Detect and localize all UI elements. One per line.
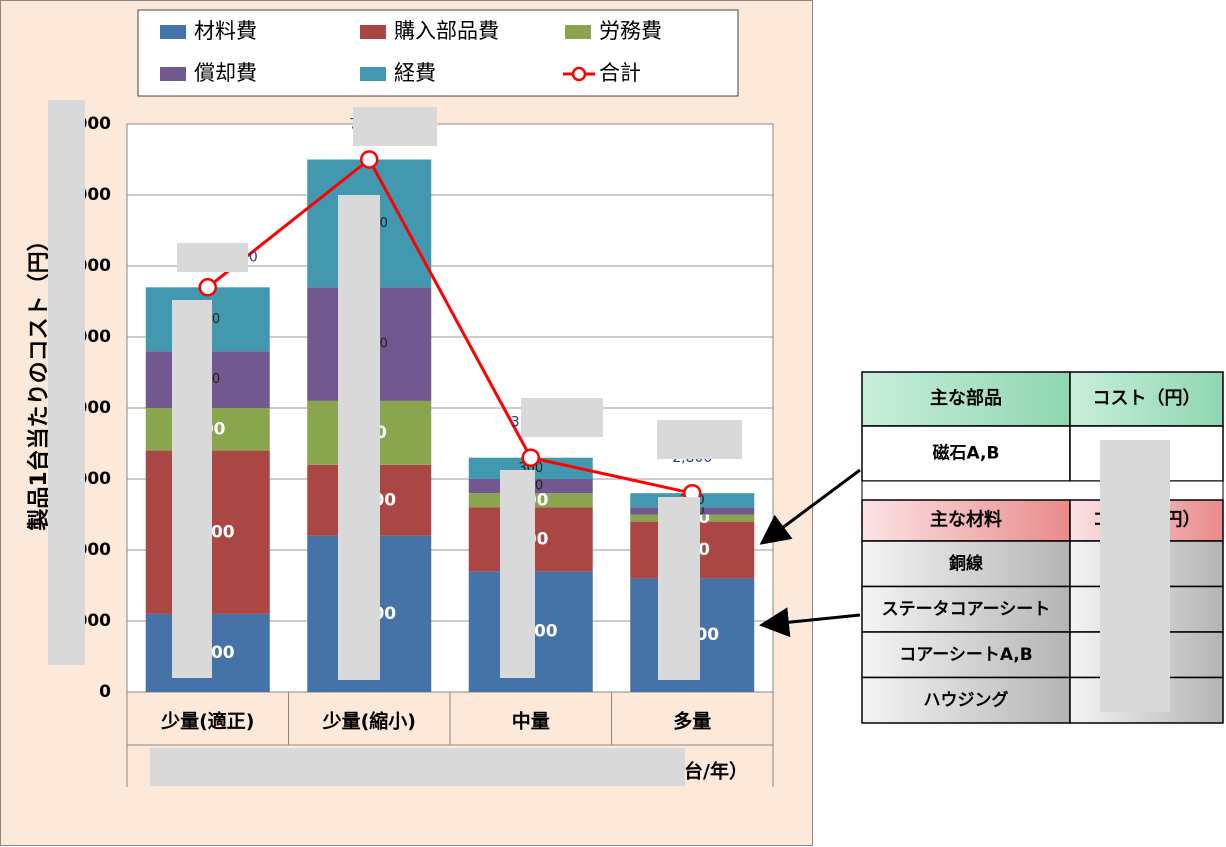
x-axis-label: 台/年）	[684, 760, 748, 783]
legend-label: 償却費	[194, 61, 257, 85]
legend-swatch	[360, 25, 386, 39]
redaction	[177, 243, 248, 272]
legend-label: 労務費	[599, 19, 662, 43]
table-cell-text: コアーシートA,B	[899, 645, 1033, 665]
table-cell-text: 磁石A,B	[933, 443, 1000, 464]
redaction	[353, 107, 437, 146]
total-marker	[521, 448, 540, 467]
legend-label: 購入部品費	[394, 19, 499, 43]
redaction	[48, 100, 85, 665]
y-tick-label: 0	[99, 682, 111, 702]
redaction	[657, 420, 742, 459]
table-cell-text: ハウジング	[924, 689, 1009, 710]
table-header-text: コスト（円）	[1093, 388, 1201, 409]
legend-label: 材料費	[194, 19, 257, 43]
redactions	[48, 100, 1170, 786]
redaction	[1100, 440, 1170, 712]
redaction	[150, 748, 685, 786]
legend-swatch	[360, 67, 386, 81]
legend-label: 経費	[394, 61, 436, 85]
redaction	[658, 497, 700, 680]
legend	[137, 9, 739, 97]
arrow	[759, 468, 861, 545]
table-cell	[861, 676, 1071, 724]
total-line	[206, 157, 693, 495]
table-cell-text: 銅線	[949, 553, 983, 574]
legend-swatch	[160, 67, 186, 81]
x-tick-label: 多量	[673, 710, 711, 733]
table-header-text: 主な部品	[930, 387, 1002, 409]
total-marker	[360, 150, 379, 169]
redaction	[500, 470, 535, 678]
redaction	[521, 398, 603, 437]
legend-marker	[571, 66, 587, 82]
legend-swatch	[565, 25, 591, 39]
table-cell-text: ステータコアーシート	[882, 599, 1051, 619]
x-tick-label: 少量(縮小)	[322, 710, 416, 733]
redaction	[172, 300, 212, 678]
table-header-text: 主な材料	[930, 509, 1002, 531]
arrow	[759, 607, 861, 638]
total-marker	[198, 278, 217, 297]
x-tick-label: 少量(適正)	[160, 710, 254, 733]
redaction	[338, 195, 380, 680]
x-tick-label: 中量	[512, 710, 550, 733]
y-axis-label: 製品1台当たりのコスト（円）	[26, 229, 52, 531]
legend-swatch	[160, 25, 186, 39]
legend-label: 合計	[599, 61, 641, 85]
